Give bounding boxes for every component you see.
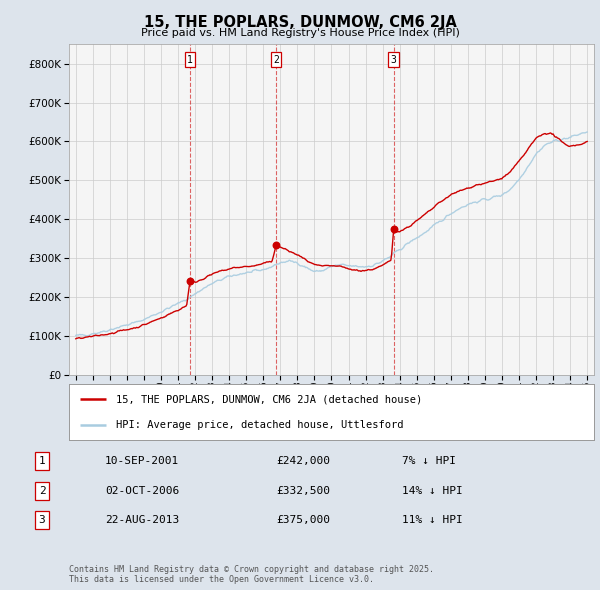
Point [271, 241, 281, 250]
Text: 15, THE POPLARS, DUNMOW, CM6 2JA (detached house): 15, THE POPLARS, DUNMOW, CM6 2JA (detach… [116, 394, 422, 404]
Text: 3: 3 [391, 55, 397, 65]
Text: HPI: Average price, detached house, Uttlesford: HPI: Average price, detached house, Uttl… [116, 420, 404, 430]
Text: 1: 1 [38, 457, 46, 466]
Text: Price paid vs. HM Land Registry's House Price Index (HPI): Price paid vs. HM Land Registry's House … [140, 28, 460, 38]
Point [185, 276, 195, 286]
Text: 2: 2 [273, 55, 279, 65]
Text: 10-SEP-2001: 10-SEP-2001 [105, 457, 179, 466]
Text: Contains HM Land Registry data © Crown copyright and database right 2025.
This d: Contains HM Land Registry data © Crown c… [69, 565, 434, 584]
Text: 7% ↓ HPI: 7% ↓ HPI [402, 457, 456, 466]
Text: 22-AUG-2013: 22-AUG-2013 [105, 516, 179, 525]
Text: 15, THE POPLARS, DUNMOW, CM6 2JA: 15, THE POPLARS, DUNMOW, CM6 2JA [143, 15, 457, 30]
Text: 2: 2 [38, 486, 46, 496]
Text: 02-OCT-2006: 02-OCT-2006 [105, 486, 179, 496]
Point [389, 224, 398, 234]
Text: 14% ↓ HPI: 14% ↓ HPI [402, 486, 463, 496]
Text: £375,000: £375,000 [276, 516, 330, 525]
Text: 1: 1 [187, 55, 193, 65]
Text: 11% ↓ HPI: 11% ↓ HPI [402, 516, 463, 525]
Text: £242,000: £242,000 [276, 457, 330, 466]
Text: £332,500: £332,500 [276, 486, 330, 496]
Text: 3: 3 [38, 516, 46, 525]
